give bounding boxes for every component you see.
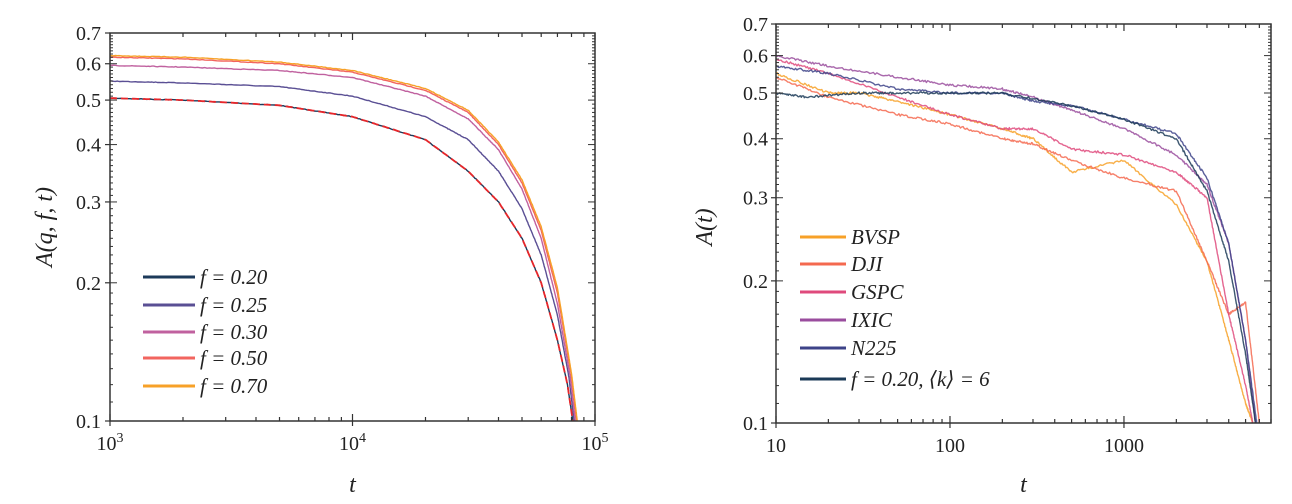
legend-label: f = 0.25: [200, 293, 267, 317]
series-line-f-0-50: [110, 56, 578, 421]
legend-label: f = 0.50: [200, 346, 268, 370]
series-line-f-0-25: [110, 80, 575, 421]
series-line-f-0-30: [110, 64, 576, 421]
y-tick-label: 0.2: [743, 271, 768, 293]
y-tick-label: 0.7: [76, 23, 101, 45]
y-tick-label: 0.5: [743, 83, 768, 105]
legend-label: f = 0.30: [200, 320, 268, 344]
y-tick-label: 0.7: [743, 14, 768, 36]
legend-item: GSPC: [800, 280, 904, 304]
series-line-f-0-20-k-6: [776, 91, 1256, 423]
x-tick-base: 10: [339, 433, 359, 455]
series-group: [110, 54, 578, 421]
legend-item: f = 0.30: [143, 320, 268, 344]
legend-item: N225: [800, 336, 897, 360]
x-tick-label: 100: [935, 435, 965, 457]
y-tick-label: 0.4: [76, 135, 101, 157]
x-tick-exponent: 3: [117, 431, 124, 446]
plot-frame: [109, 32, 596, 422]
legend-label: f = 0.70: [200, 374, 268, 398]
y-tick-label: 0.4: [743, 129, 768, 151]
y-tick-label: 0.6: [743, 46, 768, 68]
legend-label: DJI: [850, 252, 883, 276]
y-tick-label: 0.2: [76, 273, 101, 295]
legend-label: IXIC: [850, 308, 893, 332]
x-tick-label: 103: [97, 431, 124, 455]
series-group: [776, 54, 1260, 423]
x-tick-label: 10: [766, 435, 786, 457]
legend-item: IXIC: [800, 308, 893, 332]
legend-label: BVSP: [851, 225, 900, 249]
x-tick-base: 10: [582, 433, 602, 455]
legend-label: GSPC: [851, 280, 904, 304]
legend: f = 0.20 f = 0.25 f = 0.30f = 0.50 f = 0.70: [143, 265, 268, 398]
x-tick-label: 104: [339, 431, 366, 455]
plot-frame: [775, 23, 1272, 424]
y-tick-label: 0.1: [743, 413, 768, 435]
series-line-ixic: [776, 54, 1256, 423]
fit-dashed-line: [110, 97, 574, 421]
series-line-f-0-70: [110, 54, 578, 421]
legend-item: f = 0.50: [143, 346, 268, 370]
legend-item: f = 0.20, ⟨k⟩ = 6: [800, 367, 990, 391]
x-tick-base: 10: [766, 435, 786, 457]
legend: BVSP DJI GSPC IXIC N225 f = 0.20, ⟨k⟩ = 6: [800, 225, 990, 391]
x-axis-title: t: [1020, 472, 1028, 498]
legend-label: f = 0.20: [200, 265, 268, 289]
legend-item: f = 0.70: [143, 374, 268, 398]
legend-label: N225: [850, 336, 897, 360]
y-tick-label: 0.3: [76, 192, 101, 214]
right-chart-panel: 0.1 0.2 0.3 0.4 0.5 0.6 0.7 10 100 1000 t A(t) BVSP D…: [692, 14, 1272, 498]
x-tick-label: 105: [582, 431, 609, 455]
series-line-dji: [776, 77, 1260, 423]
legend-item: f = 0.25: [143, 293, 267, 317]
series-line-gspc: [776, 58, 1254, 423]
y-axis-title: A(q, f, t): [32, 187, 58, 269]
x-tick-base: 100: [935, 435, 965, 457]
x-axis-title: t: [349, 472, 357, 498]
x-tick-label: 1000: [1104, 435, 1144, 457]
series-line-n225: [776, 65, 1258, 423]
legend-item: DJI: [800, 252, 883, 276]
legend-item: f = 0.20: [143, 265, 268, 289]
x-tick-base: 1000: [1104, 435, 1144, 457]
series-line-bvsp: [776, 72, 1254, 423]
x-tick-exponent: 5: [602, 431, 609, 446]
legend-label: f = 0.20, ⟨k⟩ = 6: [851, 367, 990, 391]
y-axis-title: A(t): [692, 208, 718, 247]
legend-item: BVSP: [800, 225, 900, 249]
y-tick-label: 0.6: [76, 54, 101, 76]
y-tick-label: 0.3: [743, 188, 768, 210]
y-tick-label: 0.5: [76, 90, 101, 112]
x-tick-base: 10: [97, 433, 117, 455]
series-line-f-0-20: [110, 97, 574, 421]
y-tick-label: 0.1: [76, 411, 101, 433]
x-tick-exponent: 4: [359, 431, 366, 446]
